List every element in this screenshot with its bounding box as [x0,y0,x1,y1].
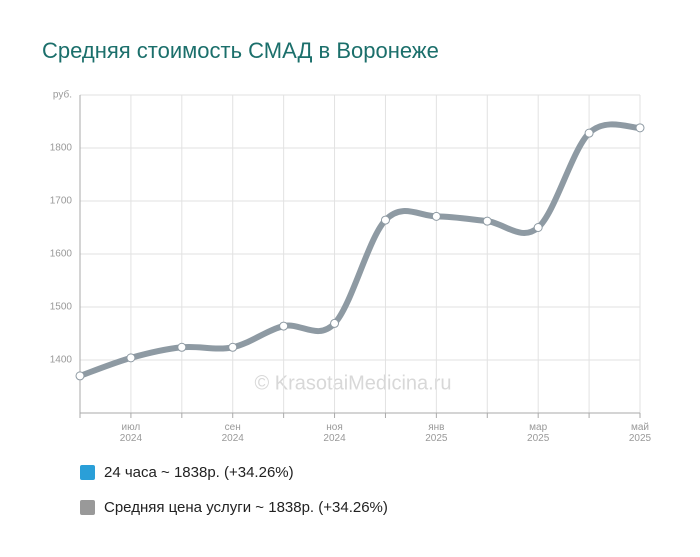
point [228,342,238,352]
x-tick-label: сен 2024 [222,422,245,444]
x-tick-label: май 2025 [629,422,652,444]
y-tick-label: руб. [53,89,72,101]
y-tick-label: 1500 [50,302,73,313]
point [126,353,136,363]
y-tick-label: 1800 [50,143,73,154]
point [330,318,340,328]
point [380,215,390,225]
point [482,216,492,226]
point [584,128,594,138]
legend-label: Средняя цена услуги ~ 1838р. (+34.26%) [104,499,388,516]
y-tick-label: 1700 [50,196,73,207]
y-tick-label: 1600 [50,249,73,260]
chart-title: Средняя стоимость СМАД в Воронеже [42,38,439,63]
legend-swatch [80,500,95,515]
point [279,321,289,331]
x-tick-label: июл 2024 [120,422,143,444]
point [533,223,543,232]
series-line [78,121,641,379]
series-line [79,122,641,378]
legend-label: 24 часа ~ 1838р. (+34.26%) [104,464,294,481]
point [431,211,441,221]
x-tick-label: ноя 2024 [323,422,346,444]
point [177,342,187,352]
x-tick-label: янв 2025 [425,422,448,444]
point [635,123,645,133]
x-tick-label: мар 2025 [527,422,550,444]
y-tick-label: 1400 [50,355,73,366]
watermark: © KrasotaiMedicina.ru [254,372,451,394]
point [75,371,85,381]
legend-swatch [80,465,95,480]
